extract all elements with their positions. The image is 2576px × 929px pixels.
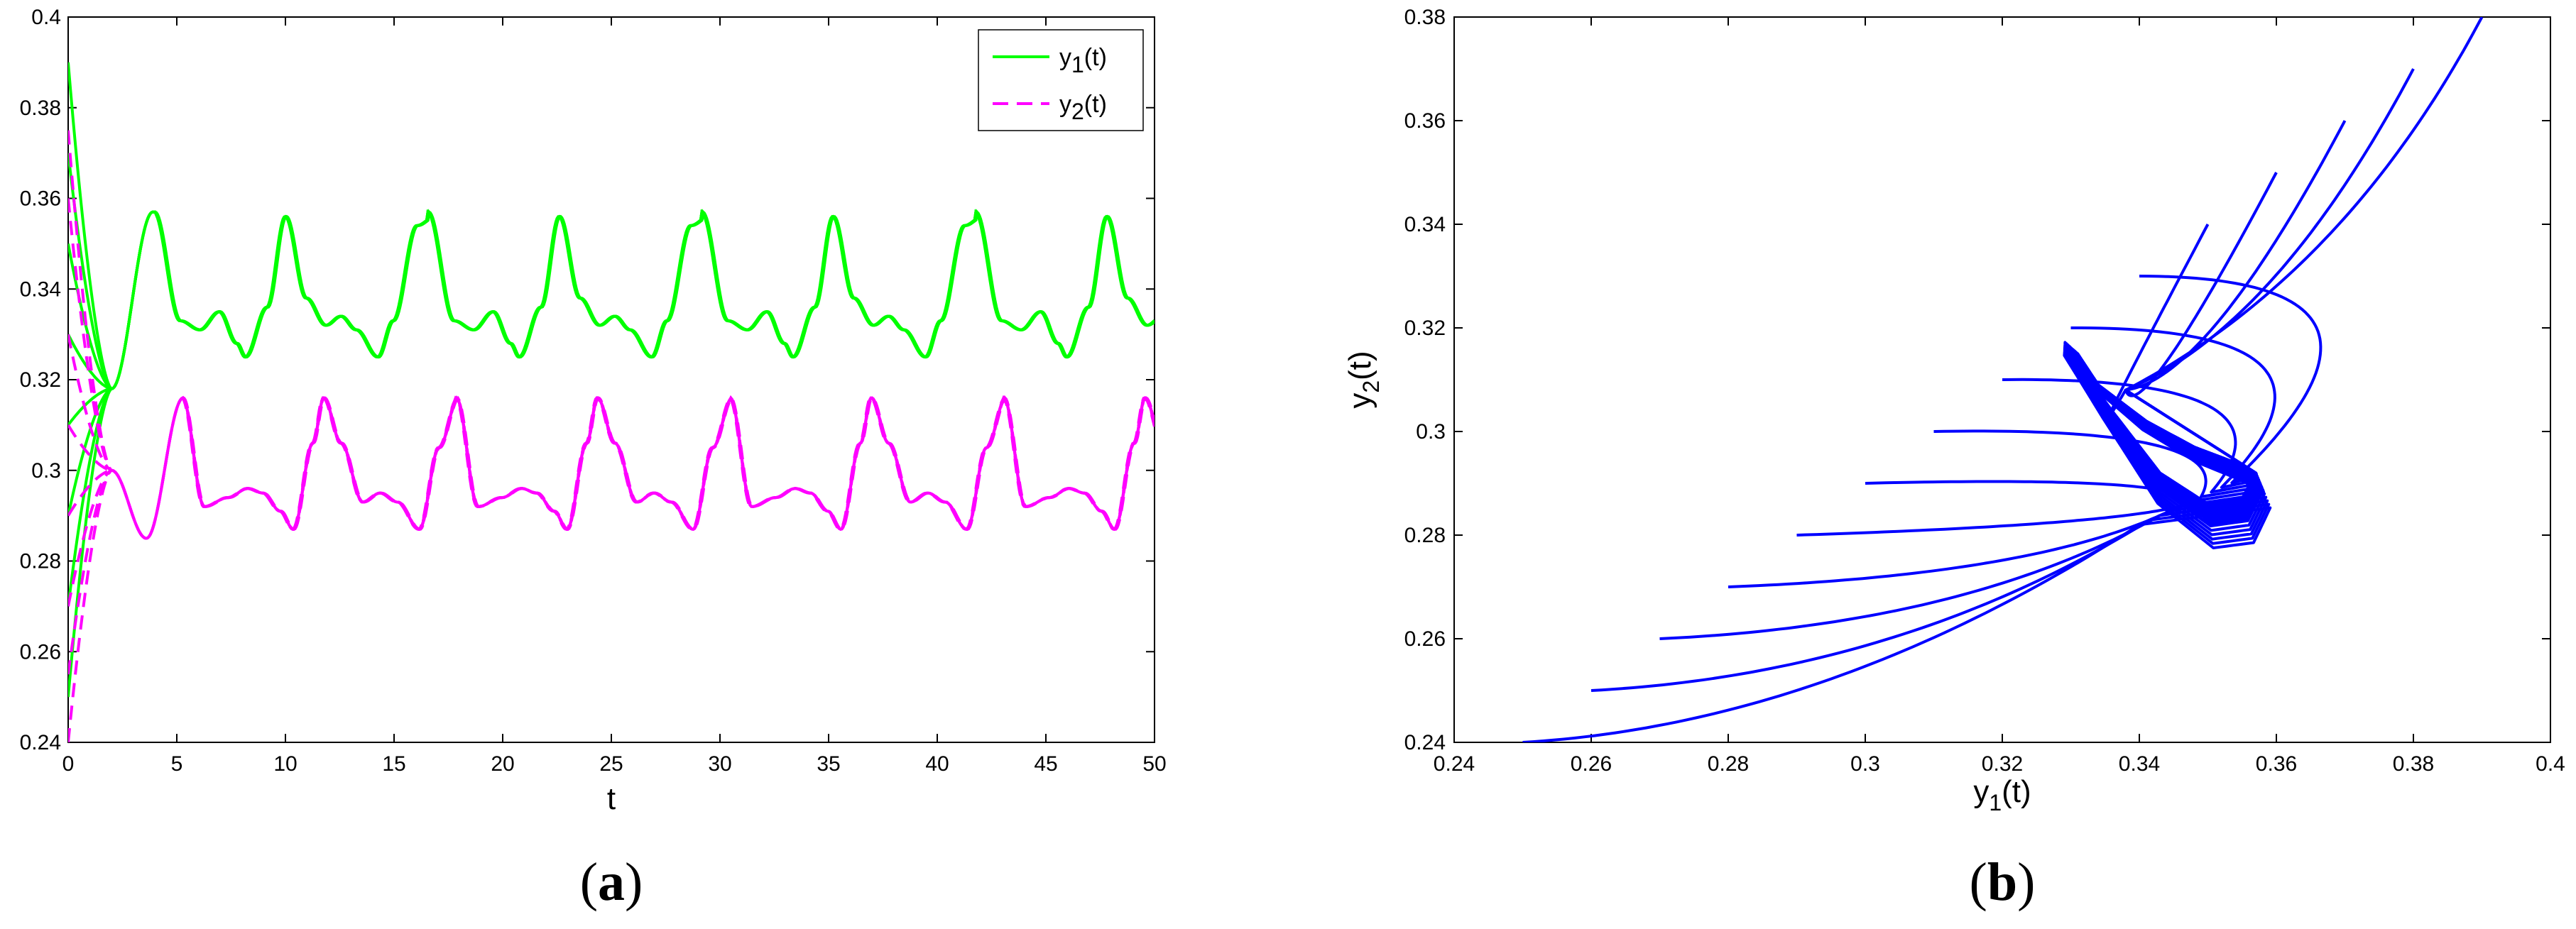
chart-a-legend: y1(t) y2(t)	[978, 29, 1144, 131]
chart-a-x-tick-label: 45	[1034, 752, 1057, 776]
chart-b-x-tick-label: 0.3	[1850, 752, 1880, 776]
chart-a-lines	[68, 62, 1155, 742]
chart-a-x-tick-label: 20	[491, 752, 514, 776]
chart-a-series-y2-line	[68, 395, 1155, 742]
chart-a-x-tick-label: 10	[273, 752, 297, 776]
chart-b-y-tick-label: 0.38	[1404, 6, 1446, 29]
chart-b-lines	[1522, 17, 2484, 742]
chart-a-x-ticks: 0 5 10 15 20 25 30 35 40 45 50	[62, 17, 1167, 776]
chart-b-y-ticks: 0.24 0.26 0.28 0.3 0.32 0.34 0.36 0.38	[1404, 6, 2550, 754]
chart-b-y-tick-label: 0.28	[1404, 524, 1446, 547]
chart-b-trajectory	[2076, 17, 2484, 506]
chart-a-y-tick-label: 0.32	[20, 368, 61, 392]
chart-a-y-tick-label: 0.28	[20, 550, 61, 573]
chart-b-y-tick-label: 0.3	[1416, 420, 1446, 444]
chart-b-x-ticks: 0.24 0.26 0.28 0.3 0.32 0.34 0.36 0.38 0.4	[1434, 17, 2565, 776]
chart-a-y-tick-label: 0.36	[20, 187, 61, 211]
chart-a: 0 5 10 15 20 25 30 35 40 45 50 0.24 0.26 0.28 0.3 0.32…	[20, 6, 1167, 912]
chart-a-x-tick-label: 40	[925, 752, 949, 776]
chart-a-y-tick-label: 0.26	[20, 640, 61, 664]
chart-a-x-tick-label: 25	[599, 752, 623, 776]
chart-b-y-tick-label: 0.36	[1404, 109, 1446, 133]
chart-a-y-tick-label: 0.3	[31, 459, 61, 483]
chart-a-x-tick-label: 50	[1142, 752, 1166, 776]
chart-a-plot-area	[67, 16, 1155, 743]
chart-b: 0.24 0.26 0.28 0.3 0.32 0.34 0.36 0.38 0.4 0.240…	[1343, 6, 2565, 912]
chart-b-y-tick-label: 0.26	[1404, 627, 1446, 651]
chart-a-legend-box	[978, 29, 1144, 131]
panel-label-b: (b)	[1970, 852, 2036, 912]
legend-entry-y2: y2(t)	[1059, 91, 1107, 124]
legend-entry-y1: y1(t)	[1059, 44, 1107, 77]
chart-a-x-tick-label: 15	[382, 752, 405, 776]
chart-a-y-ticks: 0.24 0.26 0.28 0.3 0.32 0.34 0.36 0.38 0.4	[20, 6, 1155, 754]
chart-a-y-tick-label: 0.24	[20, 731, 61, 754]
chart-a-x-tick-label: 30	[708, 752, 731, 776]
chart-b-y-tick-label: 0.24	[1404, 731, 1446, 754]
panel-label-a: (a)	[580, 852, 643, 912]
chart-b-x-tick-label: 0.26	[1571, 752, 1612, 776]
chart-a-x-tick-label: 0	[62, 752, 75, 776]
chart-a-x-tick-label: 35	[817, 752, 840, 776]
chart-a-y-tick-label: 0.38	[20, 97, 61, 120]
chart-b-x-tick-label: 0.4	[2536, 752, 2565, 776]
chart-b-y-axis-label: y2(t)	[1343, 351, 1384, 408]
chart-a-x-tick-label: 5	[171, 752, 183, 776]
chart-a-series-y1-line	[68, 209, 1155, 698]
chart-a-x-axis-label: t	[607, 781, 616, 816]
chart-b-y-tick-label: 0.32	[1404, 317, 1446, 340]
chart-b-x-tick-label: 0.24	[1434, 752, 1475, 776]
chart-b-y-tick-label: 0.34	[1404, 213, 1446, 236]
chart-b-x-tick-label: 0.28	[1708, 752, 1749, 776]
chart-b-x-axis-label: y1(t)	[1973, 774, 2031, 815]
chart-b-x-tick-label: 0.34	[2119, 752, 2160, 776]
chart-b-x-tick-label: 0.36	[2256, 752, 2297, 776]
chart-a-y-tick-label: 0.34	[20, 277, 61, 301]
chart-b-x-tick-label: 0.38	[2393, 752, 2434, 776]
chart-b-x-tick-label: 0.32	[1982, 752, 2023, 776]
chart-a-y-tick-label: 0.4	[31, 6, 61, 29]
